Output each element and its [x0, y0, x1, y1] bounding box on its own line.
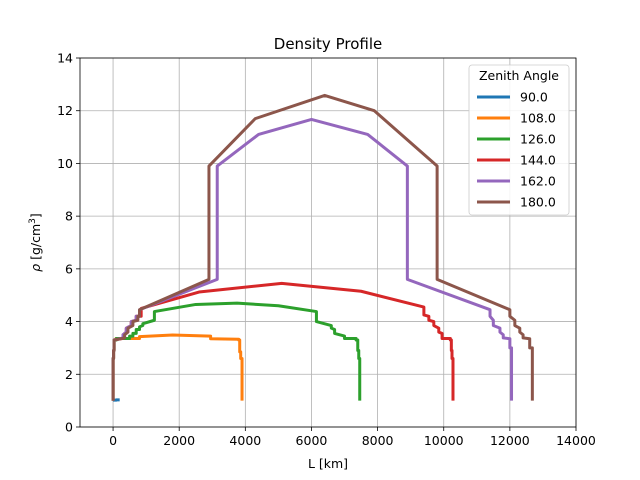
- legend-label-180.0: 180.0: [520, 195, 556, 210]
- y-axis-label-symbol: ρ: [28, 264, 43, 272]
- x-axis-label: L [km]: [308, 456, 348, 471]
- plot-frame: [79, 57, 577, 428]
- legend-label-108.0: 108.0: [520, 111, 556, 126]
- legend-label-144.0: 144.0: [520, 153, 556, 168]
- x-tick-label: 10000: [424, 433, 464, 448]
- legend: Zenith Angle 90.0 108.0 126.0 144.0 162.0 180…: [468, 64, 570, 216]
- legend-label-162.0: 162.0: [520, 174, 556, 189]
- y-tick-label: 10: [57, 156, 73, 171]
- y-axis-label-superscript: 3: [28, 218, 38, 224]
- legend-label-126.0: 126.0: [520, 132, 556, 147]
- series-layer: [111, 93, 534, 402]
- x-tick-label: 6000: [296, 433, 328, 448]
- legend-label-90.0: 90.0: [520, 90, 548, 105]
- chart-title: Density Profile: [274, 35, 382, 53]
- x-tick-label: 2000: [163, 433, 195, 448]
- x-tick-label: 12000: [490, 433, 530, 448]
- legend-title: Zenith Angle: [479, 68, 559, 83]
- x-tick-label: 14000: [556, 433, 596, 448]
- y-axis-label-unit: [g/cm: [28, 224, 43, 260]
- y-tick-label: 4: [65, 314, 73, 329]
- tick-layer: 0 2000 4000 6000 8000 10000 12000 14000 0 2 4 6 8 10 1…: [57, 51, 596, 449]
- y-tick-label: 8: [65, 209, 73, 224]
- y-axis-label: ρ [g/cm3]: [28, 213, 43, 272]
- x-tick-label: 4000: [229, 433, 261, 448]
- y-tick-label: 2: [65, 367, 73, 382]
- x-tick-label: 0: [109, 433, 117, 448]
- legend-box: [468, 64, 570, 216]
- y-tick-label: 6: [65, 261, 73, 276]
- y-tick-label: 0: [65, 420, 73, 435]
- series-line-180.0: [111, 93, 534, 401]
- legend-entries: 90.0 108.0 126.0 144.0 162.0 180.0: [477, 90, 556, 210]
- y-tick-label: 14: [57, 51, 73, 66]
- y-axis-label-close: ]: [28, 213, 43, 218]
- x-tick-label: 8000: [362, 433, 394, 448]
- y-tick-label: 12: [57, 103, 73, 118]
